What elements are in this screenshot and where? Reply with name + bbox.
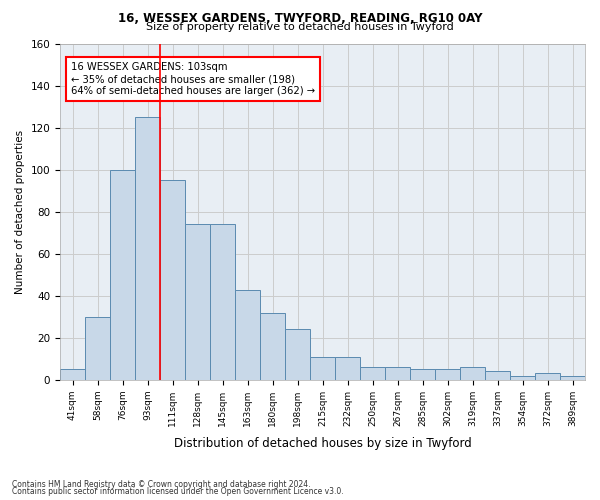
Bar [110, 170, 135, 380]
Bar [260, 312, 285, 380]
Bar [360, 367, 385, 380]
Bar [160, 180, 185, 380]
Bar [385, 367, 410, 380]
Text: 16, WESSEX GARDENS, TWYFORD, READING, RG10 0AY: 16, WESSEX GARDENS, TWYFORD, READING, RG… [118, 12, 482, 24]
Bar [285, 330, 310, 380]
Bar [235, 290, 260, 380]
Bar [560, 376, 585, 380]
Bar [135, 118, 160, 380]
Bar [310, 356, 335, 380]
Bar [435, 370, 460, 380]
Text: Contains HM Land Registry data © Crown copyright and database right 2024.: Contains HM Land Registry data © Crown c… [12, 480, 311, 489]
Y-axis label: Number of detached properties: Number of detached properties [15, 130, 25, 294]
Bar [535, 374, 560, 380]
Bar [510, 376, 535, 380]
Text: 16 WESSEX GARDENS: 103sqm
← 35% of detached houses are smaller (198)
64% of semi: 16 WESSEX GARDENS: 103sqm ← 35% of detac… [71, 62, 314, 96]
Bar [335, 356, 360, 380]
X-axis label: Distribution of detached houses by size in Twyford: Distribution of detached houses by size … [173, 437, 472, 450]
Bar [485, 372, 510, 380]
Bar [210, 224, 235, 380]
Bar [85, 317, 110, 380]
Text: Contains public sector information licensed under the Open Government Licence v3: Contains public sector information licen… [12, 487, 344, 496]
Bar [410, 370, 435, 380]
Bar [185, 224, 210, 380]
Text: Size of property relative to detached houses in Twyford: Size of property relative to detached ho… [146, 22, 454, 32]
Bar [60, 370, 85, 380]
Bar [460, 367, 485, 380]
